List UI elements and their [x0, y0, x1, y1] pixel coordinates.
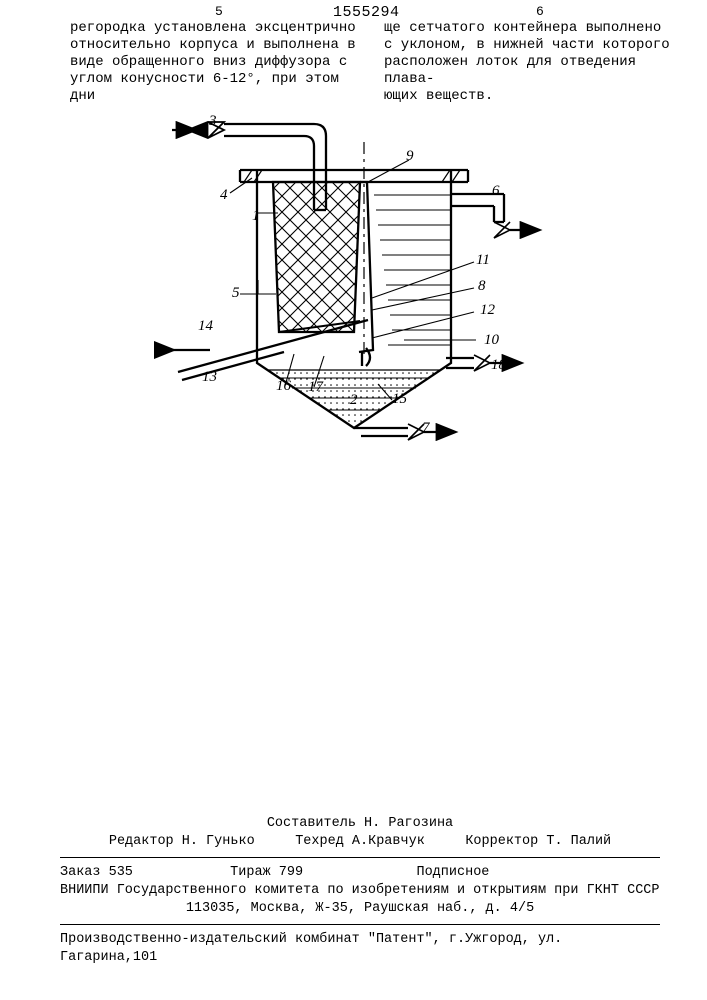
compiler-line: Составитель Н. Рагозина: [60, 815, 660, 833]
editor: Редактор Н. Гунько: [109, 834, 255, 849]
subscription: Подписное: [416, 865, 489, 880]
production-line: Производственно-издательский комбинат "П…: [60, 931, 660, 967]
figure-label-8: 8: [478, 278, 486, 295]
figure-label-17: 17: [308, 379, 323, 396]
tirage: Тираж 799: [230, 865, 303, 880]
figure-label-14: 14: [198, 318, 213, 335]
figure-label-6: 6: [492, 183, 500, 200]
credits-line: Редактор Н. Гунько Техред А.Кравчук Корр…: [60, 833, 660, 851]
figure-diagram: 1 2 3 4 5 6 7 8 9 10 11 12 13 14 15 16 1…: [154, 100, 552, 460]
figure-label-2: 2: [350, 392, 358, 409]
figure-label-1: 1: [252, 208, 260, 225]
figure-label-16: 16: [276, 378, 291, 395]
techred: Техред А.Кравчук: [295, 834, 425, 849]
figure-label-3: 3: [209, 113, 217, 130]
divider-2: [60, 924, 660, 925]
body-text-left-column: регородка установлена эксцентрично относ…: [70, 20, 360, 105]
figure-label-18: 18: [491, 357, 506, 374]
figure-label-4: 4: [220, 187, 228, 204]
patent-number: 1555294: [333, 4, 400, 21]
figure-label-5: 5: [232, 285, 240, 302]
body-text-right-column: ще сетчатого контейнера выполнено с укло…: [384, 20, 674, 105]
figure-label-9: 9: [406, 148, 414, 165]
figure-label-12: 12: [480, 302, 495, 319]
org-line1: ВНИИПИ Государственного комитета по изоб…: [60, 882, 660, 900]
column-number-right: 6: [536, 4, 544, 19]
figure-label-13: 13: [202, 369, 217, 386]
corrector: Корректор Т. Палий: [465, 834, 611, 849]
org-line2: 113035, Москва, Ж-35, Раушская наб., д. …: [60, 900, 660, 918]
divider-1: [60, 857, 660, 858]
footer-block: Составитель Н. Рагозина Редактор Н. Гунь…: [60, 815, 660, 967]
order-line: Заказ 535 Тираж 799 Подписное: [60, 864, 660, 882]
column-number-left: 5: [215, 4, 223, 19]
figure-label-7: 7: [422, 420, 430, 437]
order-number: Заказ 535: [60, 865, 133, 880]
figure-label-15: 15: [392, 391, 407, 408]
figure-label-11: 11: [476, 252, 490, 269]
figure-label-10: 10: [484, 332, 499, 349]
patent-page: 5 1555294 6 регородка установлена эксцен…: [0, 0, 707, 1000]
